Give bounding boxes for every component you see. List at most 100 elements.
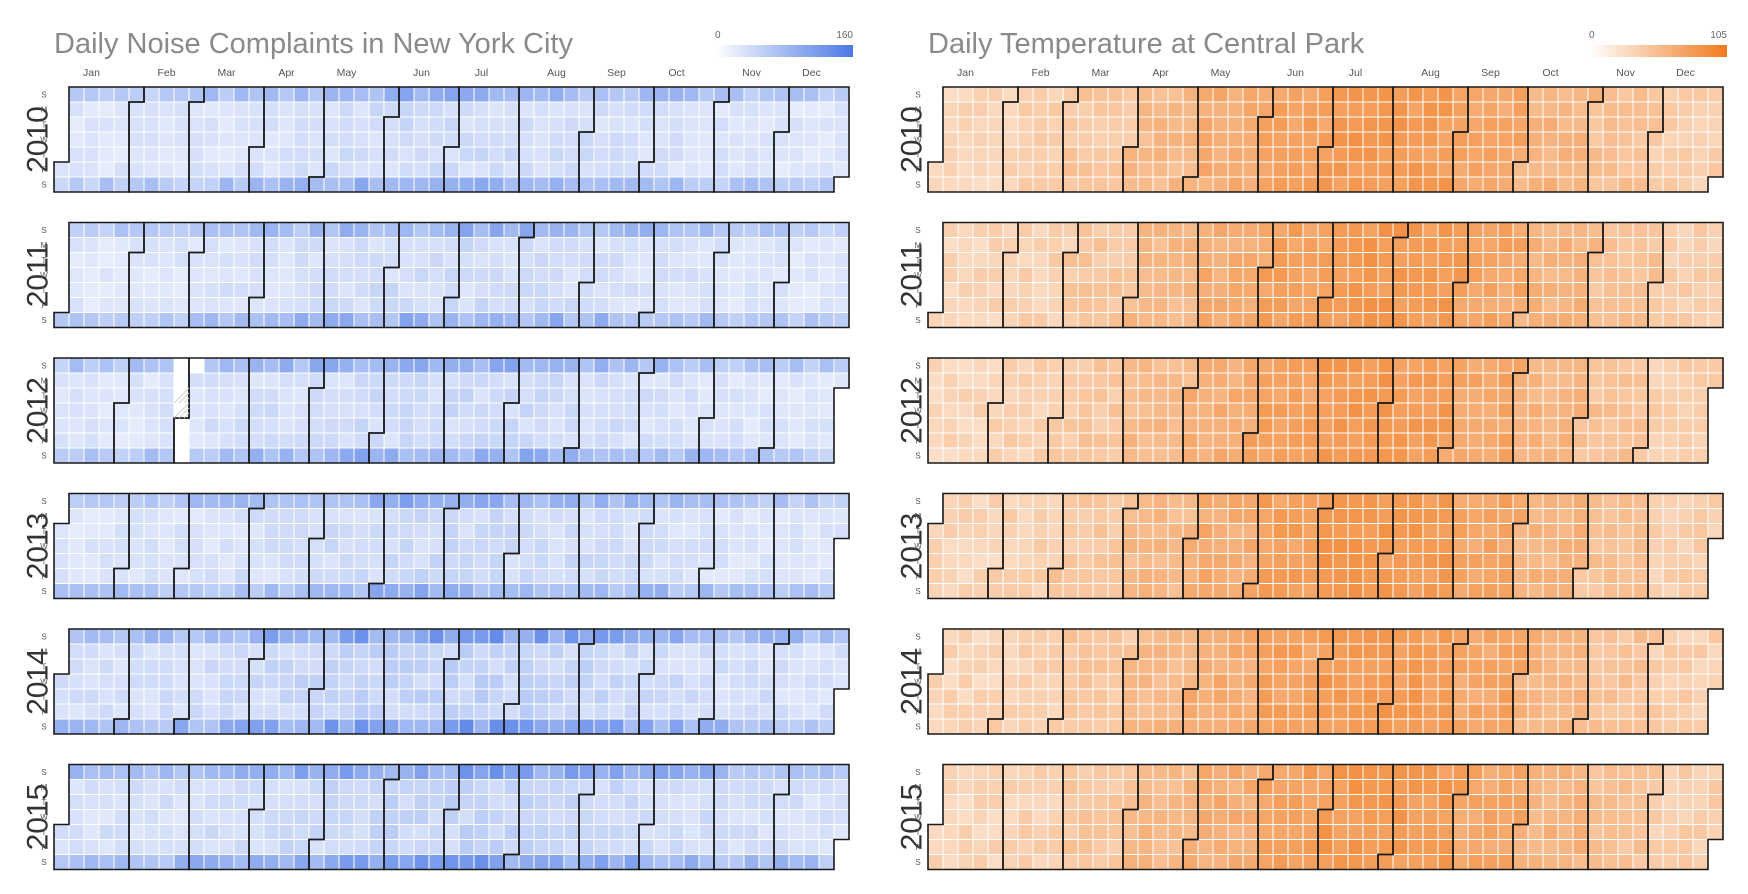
day-cell <box>1332 809 1349 825</box>
day-cell <box>803 523 820 539</box>
day-cell <box>1542 493 1559 509</box>
day-cell <box>1542 718 1559 735</box>
day-cell <box>443 372 460 389</box>
day-cell <box>1002 387 1019 404</box>
day-cell <box>1482 703 1499 720</box>
day-cell <box>653 794 670 810</box>
day-cell <box>113 372 130 389</box>
day-cell <box>653 508 670 524</box>
day-cell <box>1047 794 1064 810</box>
day-cell <box>683 794 700 810</box>
day-cell <box>413 824 430 840</box>
day-cell <box>473 688 490 705</box>
day-cell <box>1557 372 1574 389</box>
weekday-label: W <box>914 542 922 551</box>
day-cell <box>1257 161 1274 178</box>
day-cell <box>1302 508 1319 524</box>
day-cell <box>1587 568 1604 584</box>
month-label-mar: Mar <box>217 67 236 79</box>
day-cell <box>458 568 475 584</box>
day-cell <box>1497 101 1514 118</box>
day-cell <box>1602 222 1619 238</box>
day-cell <box>1017 658 1034 675</box>
day-cell <box>1497 131 1514 148</box>
day-cell <box>218 688 235 705</box>
day-cell <box>338 839 355 855</box>
day-cell <box>488 583 505 599</box>
day-cell <box>668 703 685 720</box>
day-cell <box>68 673 85 690</box>
day-cell <box>1527 553 1544 569</box>
day-cell <box>1497 658 1514 675</box>
day-cell <box>518 794 535 810</box>
day-cell <box>1512 432 1529 449</box>
day-cell <box>458 86 475 103</box>
day-cell <box>158 161 175 178</box>
day-cell <box>713 237 730 253</box>
day-cell <box>188 447 205 464</box>
day-cell <box>758 116 775 133</box>
day-cell <box>98 402 115 419</box>
day-cell <box>413 673 430 690</box>
day-cell <box>1017 101 1034 118</box>
day-cell <box>293 101 310 118</box>
day-cell <box>248 417 265 434</box>
day-cell <box>1647 538 1664 554</box>
day-cell <box>1482 538 1499 554</box>
day-cell <box>443 718 460 735</box>
day-cell <box>1647 809 1664 825</box>
day-cell <box>818 86 835 103</box>
day-cell <box>653 493 670 509</box>
day-cell <box>1182 673 1199 690</box>
day-cell <box>398 824 415 840</box>
day-cell <box>1317 794 1334 810</box>
day-cell <box>1242 538 1259 554</box>
day-cell <box>548 809 565 825</box>
day-cell <box>1632 703 1649 720</box>
day-cell <box>398 417 415 434</box>
day-cell <box>83 718 100 735</box>
day-cell <box>323 86 340 103</box>
day-cell <box>218 417 235 434</box>
noise-color-legend: 0 160 <box>715 30 853 60</box>
day-cell <box>1017 779 1034 795</box>
day-cell <box>698 101 715 118</box>
day-cell <box>593 146 610 163</box>
day-cell <box>1632 161 1649 178</box>
day-cell <box>728 809 745 825</box>
day-cell <box>503 86 520 103</box>
day-cell <box>278 116 295 133</box>
day-cell <box>593 116 610 133</box>
day-cell <box>743 839 760 855</box>
day-cell <box>1617 824 1634 840</box>
day-cell <box>158 116 175 133</box>
day-cell <box>773 673 790 690</box>
day-cell <box>1362 583 1379 599</box>
day-cell <box>1407 718 1424 735</box>
day-cell <box>653 357 670 374</box>
day-cell <box>728 357 745 374</box>
day-cell <box>383 86 400 103</box>
day-cell <box>833 101 850 118</box>
day-cell <box>98 854 115 870</box>
day-cell <box>1047 86 1064 103</box>
day-cell <box>563 628 580 645</box>
day-cell <box>1152 432 1169 449</box>
day-cell <box>1287 673 1304 690</box>
day-cell <box>773 538 790 554</box>
day-cell <box>1077 508 1094 524</box>
day-cell <box>1227 146 1244 163</box>
day-cell <box>638 252 655 268</box>
day-cell <box>1572 553 1589 569</box>
weekday-label: M <box>915 377 922 386</box>
day-cell <box>203 432 220 449</box>
day-cell <box>638 116 655 133</box>
day-cell <box>698 222 715 238</box>
day-cell <box>1347 387 1364 404</box>
day-cell <box>173 176 190 193</box>
day-cell <box>428 643 445 660</box>
day-cell <box>248 854 265 870</box>
day-cell <box>308 779 325 795</box>
day-cell <box>957 402 974 419</box>
day-cell <box>1152 764 1169 780</box>
